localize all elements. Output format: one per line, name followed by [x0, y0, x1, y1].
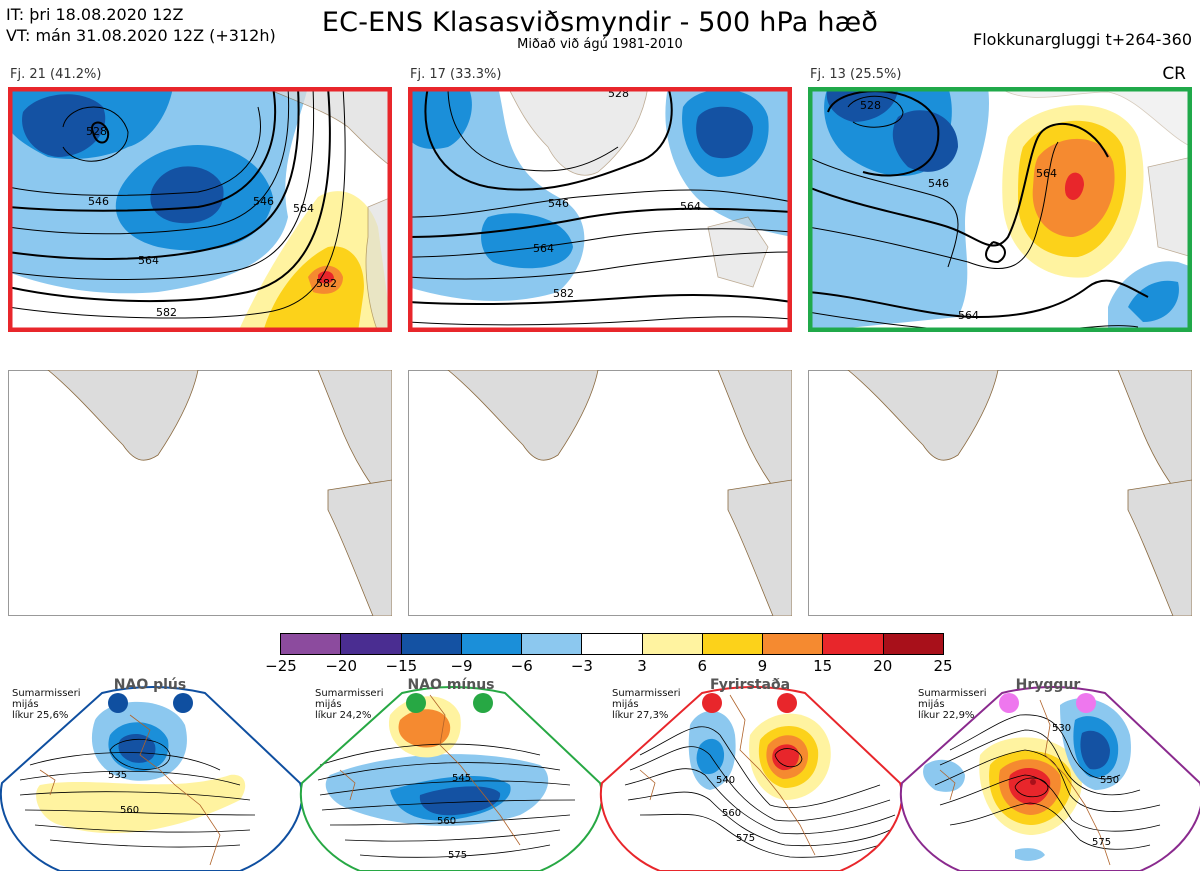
cr-label: CR — [1162, 64, 1186, 84]
height-contours — [408, 87, 792, 326]
regime-contour-label: 530 — [1052, 723, 1071, 734]
empty-map-3 — [808, 370, 1192, 616]
page-subtitle: Miðað við ágú 1981-2010 — [517, 37, 683, 52]
colorbar-segment — [702, 634, 764, 654]
cluster-border — [808, 87, 1192, 332]
colorbar-tick-label: 25 — [933, 657, 953, 675]
contour-label: 582 — [156, 306, 177, 319]
contour-labels: 528 546 564 564 — [860, 99, 1057, 322]
regime-contour-label: 575 — [1092, 837, 1111, 848]
forecast-times: IT: þri 18.08.2020 12Z VT: mán 31.08.202… — [6, 4, 276, 46]
colorbar-tick-label: −15 — [385, 657, 418, 675]
contour-label: 546 — [548, 197, 569, 210]
contour-label: 546 — [928, 177, 949, 190]
colorbar-segment — [763, 634, 824, 654]
regime-nao-minus: 545 560 575 — [299, 686, 603, 872]
colorbar-tick-label: 15 — [813, 657, 833, 675]
colorbar-tick-label: −25 — [265, 657, 297, 675]
colorbar-segment — [883, 634, 943, 654]
height-contours — [808, 90, 1149, 332]
colorbar-segment — [461, 634, 523, 654]
regime-contour-label: 540 — [716, 775, 735, 786]
colorbar-segment — [522, 634, 583, 654]
colorbar-tick-label: −9 — [450, 657, 473, 675]
initial-time: IT: þri 18.08.2020 12Z — [6, 5, 184, 24]
regime-contour-label: 575 — [448, 850, 467, 861]
colorbar-segment — [642, 634, 703, 654]
colorbar-tick-label: −6 — [510, 657, 533, 675]
regime-contour-label: 535 — [108, 770, 127, 781]
colorbar-tick-label: 6 — [697, 657, 708, 675]
colorbar-tick-label: 20 — [873, 657, 893, 675]
colorbar-segment — [341, 634, 402, 654]
contour-label: 564 — [533, 242, 554, 255]
regime-ridge: 530 550 575 — [899, 686, 1200, 872]
regimes-row: 535 560 — [0, 675, 1200, 872]
colorbar-tick-label: −20 — [325, 657, 357, 675]
regime-1-prob: Sumarmisseri mijás líkur 25,6% — [12, 688, 81, 721]
cluster-1-map: 528 546 546 564 564 582 582 — [8, 87, 392, 332]
contour-label: 564 — [1036, 167, 1057, 180]
cluster-border — [8, 87, 392, 332]
valid-time: VT: mán 31.08.2020 12Z (+312h) — [6, 26, 276, 45]
regimes-svg: 535 560 — [0, 686, 1200, 872]
regime-2-title: NAO mínus — [407, 677, 495, 693]
colorbar-tick-label: 9 — [757, 657, 768, 675]
contour-label: 582 — [316, 277, 337, 290]
page-title: EC-ENS Klasasviðsmyndir - 500 hPa hæð — [321, 7, 879, 38]
colorbar-tick-label: 3 — [637, 657, 647, 675]
cluster-3-map-svg: 528 546 564 564 — [808, 87, 1192, 332]
contour-label: 564 — [138, 254, 159, 267]
regime-4-prob: Sumarmisseri mijás líkur 22,9% — [918, 688, 987, 721]
title-block: EC-ENS Klasasviðsmyndir - 500 hPa hæð Mi… — [0, 8, 1200, 52]
cluster-2-map: 528 546 564 564 582 — [408, 87, 792, 332]
regime-3-prob: Sumarmisseri mijás líkur 27,3% — [612, 688, 681, 721]
regime-1-title: NAO plús — [113, 677, 187, 693]
land-outline — [262, 87, 392, 332]
contour-label: 528 — [860, 99, 881, 112]
colorbar — [280, 633, 944, 655]
contour-label: 564 — [293, 202, 314, 215]
cluster-3-label: Fj. 13 (25.5%) — [810, 67, 902, 82]
anomaly-fill — [408, 87, 792, 302]
contour-label: 546 — [88, 195, 109, 208]
height-contours — [8, 87, 346, 319]
anomaly-fill — [808, 87, 1192, 332]
regime-contour-label: 560 — [437, 816, 456, 827]
colorbar-segment — [582, 634, 643, 654]
regime-contour-label: 575 — [736, 833, 755, 844]
empty-map-1 — [8, 370, 392, 616]
empty-map-2 — [408, 370, 792, 616]
contour-labels: 528 546 546 564 564 582 582 — [86, 125, 337, 319]
colorbar-segment — [401, 634, 462, 654]
regime-nao-plus: 535 560 — [0, 686, 303, 872]
contour-label: 564 — [958, 309, 979, 322]
regime-contour-label: 560 — [120, 805, 139, 816]
land-outline — [997, 87, 1192, 258]
colorbar-segment — [823, 634, 884, 654]
contour-label: 582 — [553, 287, 574, 300]
contour-label: 528 — [86, 125, 107, 138]
regime-contour-label: 545 — [452, 773, 471, 784]
regime-blocking: 540 560 575 — [599, 686, 903, 872]
classification-window: Flokkunargluggi t+264-360 — [973, 30, 1192, 49]
colorbar-tick-label: −3 — [570, 657, 593, 675]
land-outline — [507, 87, 769, 288]
regime-2-prob: Sumarmisseri mijás líkur 24,2% — [315, 688, 384, 721]
cluster-1-map-svg: 528 546 546 564 564 582 582 — [8, 87, 392, 332]
cluster-border — [408, 87, 792, 332]
regime-4-title: Hryggur — [1015, 677, 1081, 693]
contour-label: 546 — [253, 195, 274, 208]
colorbar-segment — [281, 634, 342, 654]
contour-label: 564 — [680, 200, 701, 213]
cluster-2-label: Fj. 17 (33.3%) — [410, 67, 502, 82]
regime-contour-label: 560 — [722, 808, 741, 819]
regime-3-title: Fyrirstaða — [709, 677, 791, 693]
cluster-2-map-svg: 528 546 564 564 582 — [408, 87, 792, 332]
regime-contour-label: 550 — [1100, 775, 1119, 786]
cluster-3-map: 528 546 564 564 — [808, 87, 1192, 332]
cluster-1-label: Fj. 21 (41.2%) — [10, 67, 102, 82]
